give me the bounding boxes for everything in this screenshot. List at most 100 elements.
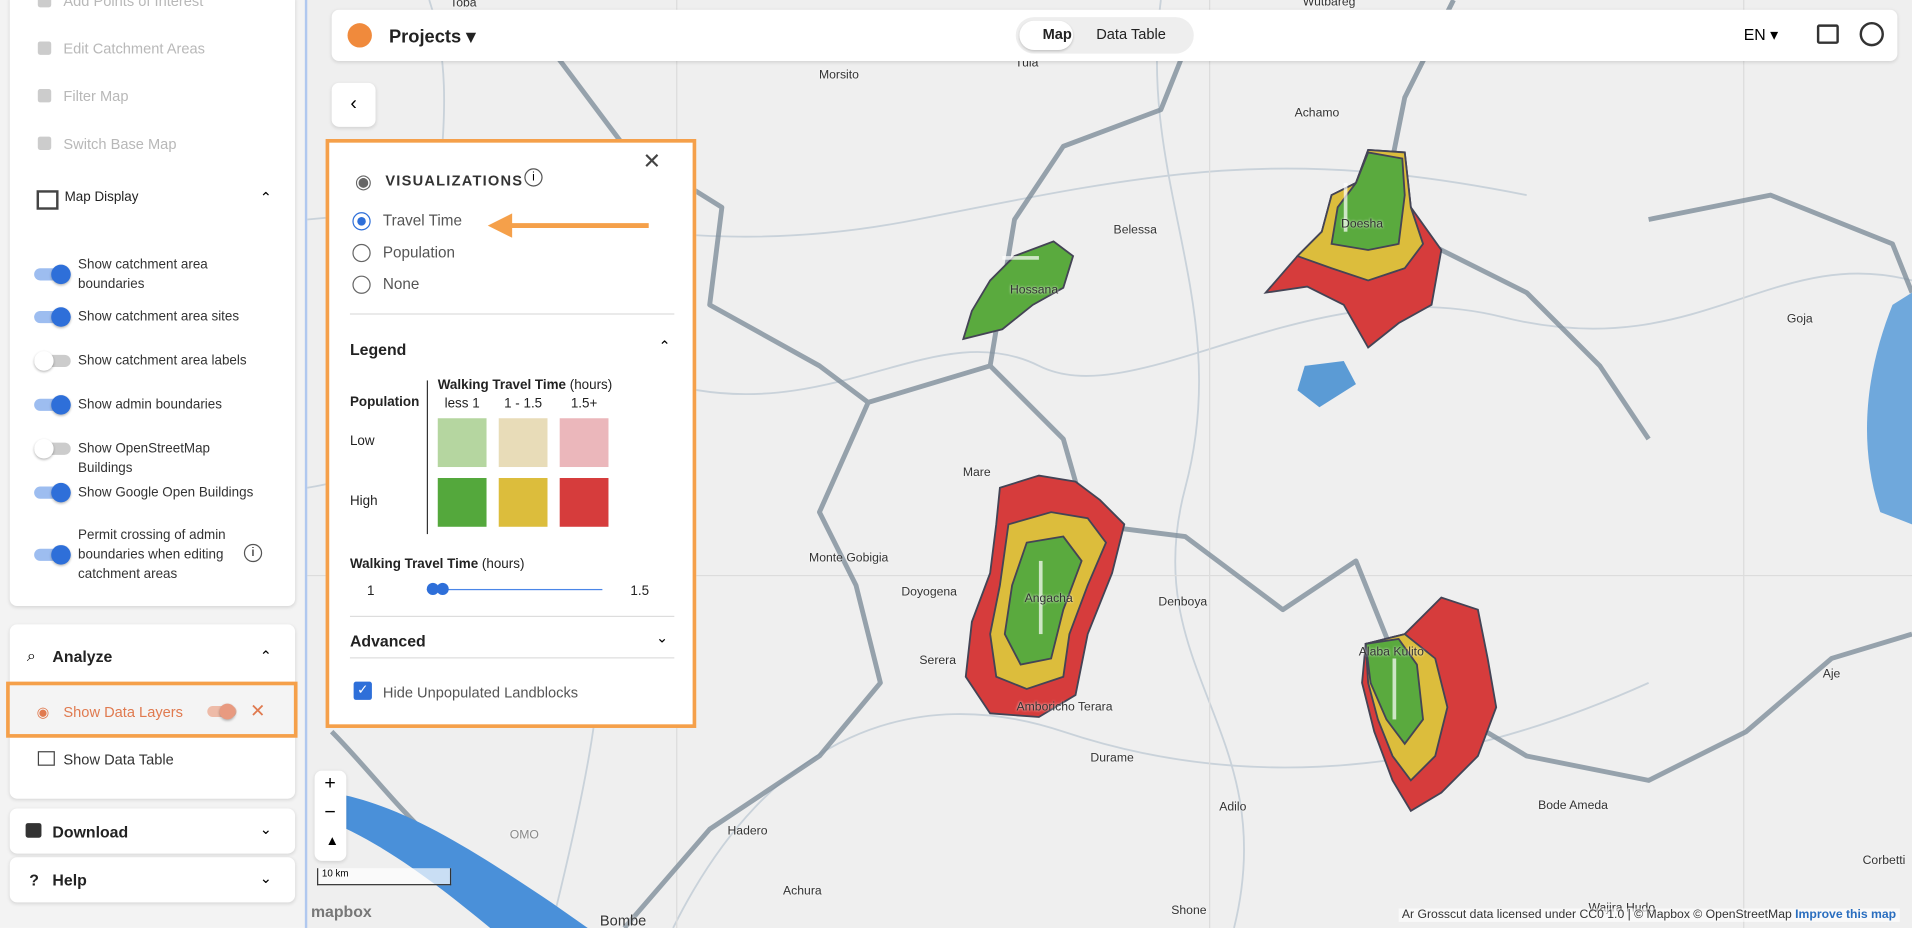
legend-swatch bbox=[559, 418, 609, 468]
radio[interactable] bbox=[352, 212, 371, 231]
legend-row: High bbox=[349, 493, 378, 509]
tool-icon bbox=[37, 0, 52, 8]
tab-active-bg bbox=[1019, 20, 1074, 50]
toggle-knob bbox=[51, 395, 71, 415]
place-label: Goja bbox=[1786, 312, 1813, 327]
collapse[interactable]: ⌃ bbox=[259, 647, 272, 665]
slider-max: 1.5 bbox=[630, 584, 650, 599]
help[interactable]: Help bbox=[52, 870, 87, 889]
radio[interactable] bbox=[352, 243, 371, 263]
download-card bbox=[9, 808, 296, 854]
place-label: Achura bbox=[783, 884, 822, 899]
download-icon bbox=[25, 823, 42, 838]
slider-label: Walking Travel Time bbox=[349, 557, 479, 572]
tool-icon bbox=[37, 89, 52, 103]
tab[interactable]: Map bbox=[1042, 25, 1072, 43]
compass[interactable]: ▲ bbox=[325, 834, 339, 849]
toggle-knob bbox=[51, 264, 71, 285]
legend-swatch bbox=[498, 478, 548, 527]
analyze-item[interactable]: Show Data Layers bbox=[63, 703, 183, 721]
toggle[interactable] bbox=[34, 545, 71, 565]
legend-swatch bbox=[437, 478, 487, 527]
tool[interactable]: Filter Map bbox=[63, 87, 129, 105]
attribution: Ar Grosscut data licensed under CC0 1.0 … bbox=[1398, 908, 1900, 922]
place-label: Adilo bbox=[1219, 800, 1247, 814]
place-label: OMO bbox=[509, 828, 539, 842]
advanced-expand[interactable]: ⌄ bbox=[656, 629, 669, 647]
top-bar: Projects ▾ Map Data Table EN ▾ bbox=[331, 9, 1898, 61]
tools-card bbox=[9, 0, 296, 607]
divider bbox=[349, 313, 675, 315]
legend-col-header: Walking Travel Time bbox=[437, 378, 566, 393]
toggle[interactable] bbox=[207, 703, 237, 720]
toggle[interactable] bbox=[34, 264, 71, 285]
place-label: Denboya bbox=[1158, 595, 1208, 610]
account-icon[interactable] bbox=[1859, 21, 1884, 47]
advanced-toggle[interactable]: Advanced bbox=[349, 631, 426, 650]
collapse[interactable]: ⌃ bbox=[259, 189, 272, 207]
divider bbox=[349, 615, 675, 618]
checkbox-label: Hide Unpopulated Landblocks bbox=[382, 684, 579, 702]
toggle[interactable] bbox=[34, 351, 71, 371]
place-label: Wutbareg bbox=[1302, 0, 1356, 10]
zoom-controls: + − ▲ bbox=[314, 770, 347, 861]
map-display-title[interactable]: Map Display bbox=[64, 190, 139, 205]
radio-dot bbox=[357, 217, 366, 226]
expand[interactable]: ⌄ bbox=[259, 820, 272, 838]
improve-link[interactable]: Improve this map bbox=[1795, 908, 1897, 922]
tool[interactable]: Switch Base Map bbox=[63, 135, 177, 153]
remove-button[interactable]: ✕ bbox=[249, 701, 266, 722]
place-label: Doyogena bbox=[901, 585, 957, 600]
place-label: Bombe bbox=[599, 912, 647, 928]
slider-thumb-min[interactable] bbox=[426, 582, 439, 596]
info-icon[interactable]: i bbox=[243, 543, 263, 563]
radio[interactable] bbox=[352, 275, 371, 294]
place-label: Achamo bbox=[1294, 106, 1340, 121]
checkbox[interactable]: ✓ bbox=[353, 681, 372, 700]
back-button[interactable]: ‹ bbox=[331, 82, 376, 127]
slider-unit: (hours) bbox=[481, 557, 525, 572]
annotation-arrow bbox=[487, 213, 649, 238]
toggle-label: Show catchment area labels bbox=[78, 353, 247, 369]
tool-icon bbox=[37, 41, 52, 55]
close-button[interactable]: ✕ bbox=[642, 148, 662, 174]
project-menu[interactable]: Projects ▾ bbox=[388, 26, 476, 48]
toggle-label: Show catchment area sites bbox=[78, 309, 240, 325]
zoom-in[interactable]: + bbox=[324, 773, 336, 794]
legend-row-header: Population bbox=[349, 395, 420, 410]
place-label: Aje bbox=[1822, 667, 1841, 682]
toggle[interactable] bbox=[34, 307, 71, 327]
toggle[interactable] bbox=[34, 438, 71, 459]
place-label: Hossana bbox=[1009, 283, 1059, 297]
legend-row: Low bbox=[349, 434, 375, 449]
place-label: Alaba Kulito bbox=[1358, 645, 1424, 660]
analyze-item[interactable]: Show Data Table bbox=[63, 751, 174, 769]
table-icon bbox=[37, 751, 55, 766]
download[interactable]: Download bbox=[52, 823, 129, 842]
slider-min: 1 bbox=[367, 584, 375, 599]
language-menu[interactable]: EN ▾ bbox=[1743, 25, 1779, 44]
place-label: Angacha bbox=[1024, 592, 1073, 606]
analyze-title[interactable]: Analyze bbox=[52, 647, 113, 666]
info-icon[interactable]: i bbox=[524, 168, 543, 187]
toggle-knob bbox=[34, 438, 54, 459]
toggle[interactable] bbox=[34, 395, 71, 415]
place-label: Monte Gobigia bbox=[809, 551, 889, 566]
legend-column: less 1 bbox=[444, 396, 480, 411]
edge bbox=[304, 0, 308, 928]
toggle-label: Show Google Open Buildings bbox=[78, 485, 254, 500]
radio-label: None bbox=[382, 275, 420, 293]
tab[interactable]: Data Table bbox=[1096, 25, 1166, 43]
legend-swatch bbox=[437, 418, 487, 468]
tool[interactable]: Edit Catchment Areas bbox=[63, 40, 205, 58]
slider-thumb-max[interactable] bbox=[436, 582, 449, 596]
expand[interactable]: ⌄ bbox=[259, 869, 272, 887]
tool[interactable]: Add Points of Interest bbox=[63, 0, 204, 10]
zoom-out[interactable]: − bbox=[324, 802, 336, 824]
toggle[interactable] bbox=[34, 482, 71, 503]
mapbox-logo: mapbox bbox=[310, 902, 372, 921]
feedback-icon[interactable] bbox=[1816, 24, 1839, 44]
legend-collapse[interactable]: ⌃ bbox=[658, 337, 671, 355]
